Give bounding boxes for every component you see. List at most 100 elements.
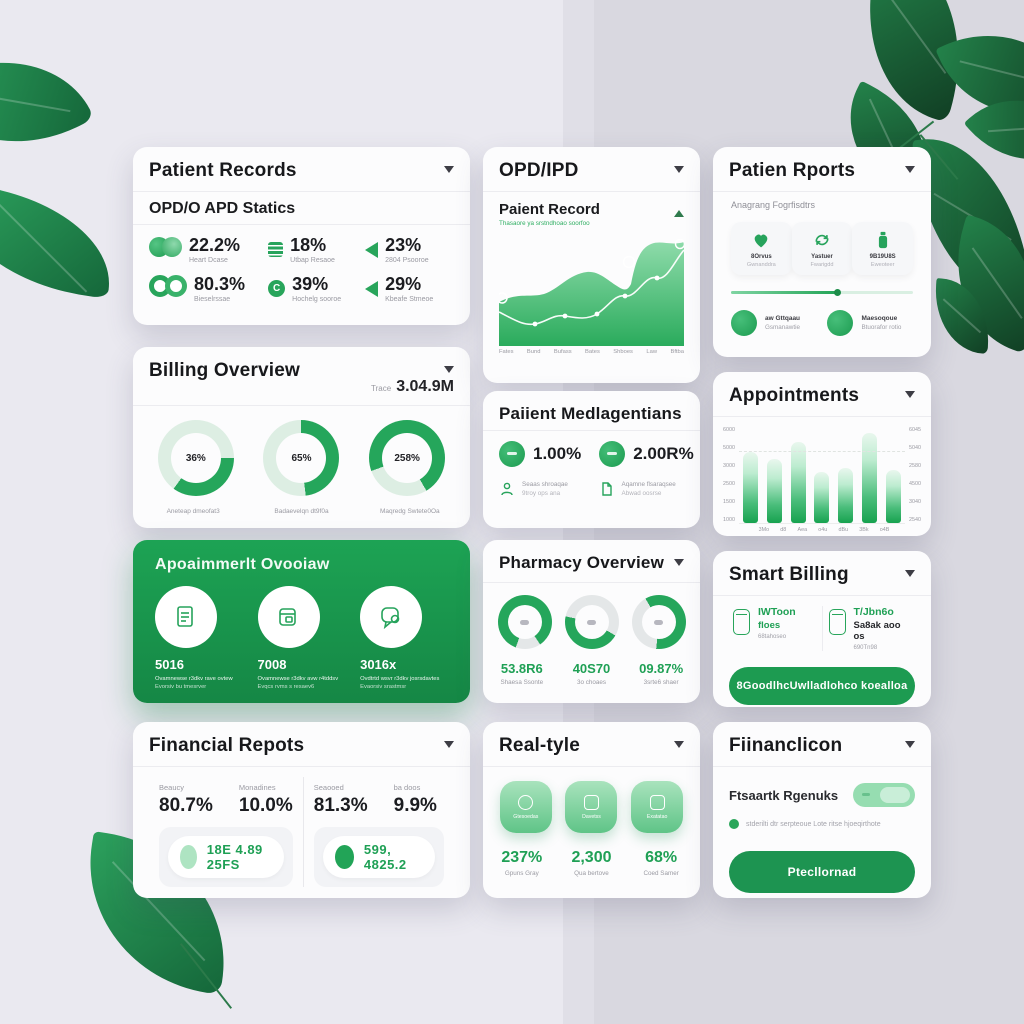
item-note: 68tahoseo [758, 634, 787, 640]
section-title: OPD/O APD Statics [149, 200, 296, 217]
chevron-down-icon[interactable] [905, 570, 915, 582]
divider [483, 766, 700, 767]
note-row: stderilti dtr serpteoue Lote ritse hjoeq… [713, 813, 931, 835]
note-line1: Aqamne flsaraqsee [621, 481, 676, 488]
toggle-knob[interactable] [880, 787, 910, 803]
donut-label: 3o choaes [576, 679, 607, 686]
tile-line2: Gwnanddra [746, 262, 776, 268]
chevron-down-icon[interactable] [674, 559, 684, 571]
triangle-icon [365, 280, 379, 297]
overview-value: 7008 [257, 657, 287, 672]
report-column: Seaooed 81.3% ba doos 9.9% 599, 4825.2 [302, 777, 454, 887]
note-line1: Seaas shroaqae [522, 481, 568, 488]
donut-label: Shaesa Ssonte [500, 679, 544, 686]
divider [713, 766, 931, 767]
stat-item: 23% 2804 Psooroe [365, 235, 454, 264]
donut-value: 09.87% [639, 661, 684, 676]
leaf-decoration [0, 183, 120, 299]
chevron-down-icon[interactable] [444, 166, 454, 178]
report-tile[interactable]: Yastuer Fwarigdd [791, 222, 853, 275]
progress-bar[interactable] [731, 289, 913, 296]
chevron-down-icon[interactable] [905, 741, 915, 753]
badge-circle-icon [731, 310, 757, 336]
gridline [739, 451, 905, 452]
x-tick: Bates [585, 349, 600, 355]
note-item: Aqamne flsaraqsee Abwad oosrse [599, 481, 685, 497]
bar [885, 470, 901, 523]
medication-stat: 1.00% [499, 441, 581, 467]
document-icon [601, 482, 612, 496]
donut-chart: 258% [369, 420, 446, 496]
real-time-card: Real-tyle Gtesoedas Davetss Exatatao 237… [483, 722, 700, 898]
coin-icon [334, 845, 354, 869]
donut-label: Maqredg Swtete0Oa [380, 508, 440, 515]
item-note: 690Tn98 [853, 645, 878, 651]
pill-icon [565, 595, 619, 649]
chevron-down-icon[interactable] [905, 166, 915, 178]
item-sub: Sa8ak aoo os [853, 620, 901, 642]
metric-tile[interactable]: Gtesoedas [499, 781, 552, 833]
primary-action-button[interactable]: Ptecllornad [729, 851, 915, 893]
billing-overview-card: Billing Overview Trace 3.04.9M 36% 65% 25… [133, 347, 470, 528]
tile-line2: Eweoteer [870, 262, 895, 268]
card-title: Patient Records [149, 160, 297, 181]
stat-label: Monadines [238, 783, 276, 792]
note-line2: Abwad oosrse [621, 490, 662, 497]
progress-handle[interactable] [833, 289, 841, 296]
divider [483, 191, 700, 192]
donut-value: 258% [394, 452, 420, 464]
stat-label: Utbap Resaoe [290, 257, 335, 264]
badge-circle-icon [599, 441, 626, 467]
stat-label: Kbeafe Stmeoe [385, 296, 434, 303]
donut-chart [564, 595, 619, 649]
stat-item: 39% Hochelg sooroe [268, 274, 357, 303]
card-title: Billing Overview [149, 360, 301, 381]
card-title: Real-tyle [499, 735, 581, 756]
amount-pill[interactable]: 18E 4.89 25FS [168, 836, 284, 878]
note-item: Seaas shroaqae 9troy ops ana [499, 481, 585, 497]
amount-pill-wrap: 18E 4.89 25FS [159, 827, 293, 887]
metric-tile[interactable]: Exatatao [631, 781, 684, 833]
stat-value: 22.2% [189, 235, 241, 255]
amount-pill[interactable]: 599, 4825.2 [322, 836, 435, 878]
generate-invoice-button[interactable]: 8GoodlhcUwlladlohco koealloa [729, 667, 915, 705]
metric-tile[interactable]: Davetss [565, 781, 618, 833]
billing-item: T/Jbn6o Sa8ak aoo os 690Tn98 [821, 606, 918, 651]
pharmacy-overview-card: Pharmacy Overview 53.8R6 40S70 09.87% Sh… [483, 540, 700, 703]
x-tick: Fates [499, 349, 514, 355]
pill-bottle-icon [733, 609, 750, 635]
donut-value: 40S70 [572, 661, 611, 676]
y-axis-right: 6045 5040 2580 4500 3040 2540 [909, 427, 921, 523]
stat-label: ba doos [393, 783, 421, 792]
chevron-down-icon[interactable] [674, 166, 684, 178]
overview-line2: Evaorsiv srastmsr [360, 684, 407, 690]
divider [133, 224, 470, 225]
report-tile[interactable]: 9B19U8S Eweoteer [852, 222, 914, 275]
donut-label: Aneteap dmeofat3 [166, 508, 220, 515]
bar [743, 452, 759, 523]
footer-line1: aw Gttqaau [765, 315, 801, 322]
chevron-down-icon[interactable] [444, 366, 454, 378]
donut-chart: 65% [263, 420, 340, 496]
item-title: T/Jbn6o [853, 606, 894, 618]
stat-value: 80.3% [194, 274, 246, 294]
pill-icon [498, 595, 552, 649]
bar [767, 459, 783, 523]
patient-medications-card: Paiient Medlagentians 1.00% 2.00R% Seaas… [483, 391, 700, 528]
overview-line1: Ovamnewse r3dkv rave ovtew [155, 676, 233, 682]
status-dot-icon [729, 819, 739, 829]
sync-arrows-icon [815, 234, 829, 246]
chevron-down-icon[interactable] [905, 391, 915, 403]
medicine-bottle-icon [878, 231, 887, 249]
report-tile[interactable]: 8Orvus Gwnanddra [731, 222, 792, 275]
overview-line2: Evqcs rvms s resaev6 [257, 684, 315, 690]
chevron-down-icon[interactable] [444, 741, 454, 753]
overview-value: 3016x [360, 657, 397, 672]
amount-pill-wrap: 599, 4825.2 [313, 827, 444, 887]
chevron-up-icon[interactable] [674, 205, 684, 217]
donut-label: 3srte6 shaer [643, 679, 679, 686]
chevron-down-icon[interactable] [674, 741, 684, 753]
footer-line2: Btuorafor rotio [861, 324, 902, 331]
toggle-switch[interactable] [853, 783, 915, 807]
